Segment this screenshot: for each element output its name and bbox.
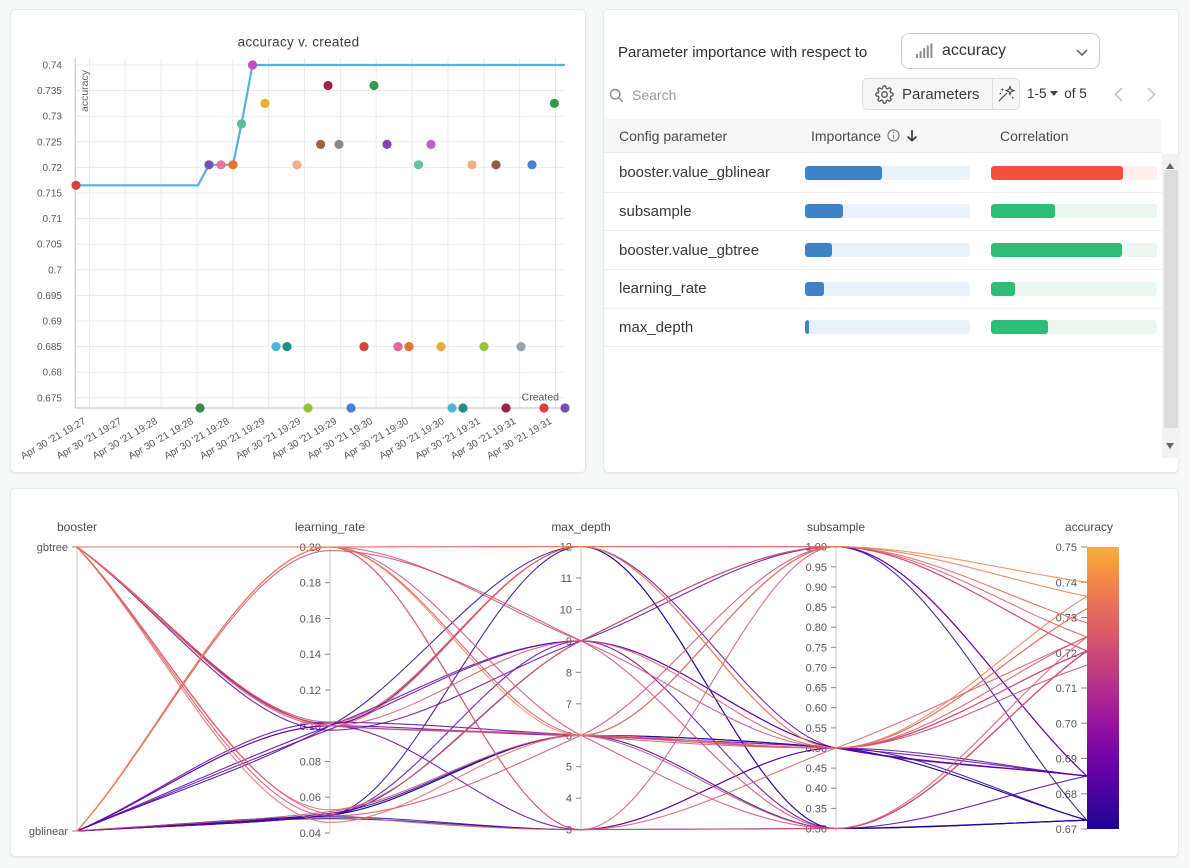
svg-text:0.16: 0.16 — [300, 614, 321, 626]
svg-text:gbtree: gbtree — [37, 542, 68, 554]
svg-text:10: 10 — [560, 604, 572, 616]
svg-text:0.55: 0.55 — [806, 723, 827, 735]
svg-text:accuracy: accuracy — [79, 69, 91, 112]
svg-text:0.40: 0.40 — [806, 783, 827, 795]
svg-text:subsample: subsample — [807, 520, 865, 534]
svg-text:0.685: 0.685 — [37, 342, 62, 353]
svg-text:0.70: 0.70 — [806, 663, 827, 675]
svg-text:max_depth: max_depth — [551, 520, 610, 534]
svg-text:0.715: 0.715 — [37, 189, 62, 200]
svg-text:5: 5 — [566, 762, 572, 774]
svg-text:8: 8 — [566, 667, 572, 679]
svg-text:0.69: 0.69 — [43, 317, 63, 328]
svg-text:0.35: 0.35 — [806, 803, 827, 815]
svg-text:0.20: 0.20 — [300, 542, 321, 554]
svg-text:0.85: 0.85 — [806, 602, 827, 614]
svg-text:7: 7 — [566, 699, 572, 711]
svg-text:11: 11 — [561, 573, 572, 585]
svg-text:0.73: 0.73 — [43, 112, 63, 123]
svg-text:0.04: 0.04 — [300, 828, 321, 840]
svg-text:booster: booster — [57, 520, 97, 534]
svg-text:gblinear: gblinear — [29, 826, 68, 838]
svg-text:4: 4 — [566, 793, 572, 805]
svg-text:0.71: 0.71 — [1056, 683, 1077, 695]
svg-text:0.65: 0.65 — [806, 683, 827, 695]
svg-text:0.72: 0.72 — [43, 163, 63, 174]
svg-text:0.73: 0.73 — [1056, 613, 1077, 625]
svg-text:0.70: 0.70 — [1056, 718, 1077, 730]
svg-text:accuracy: accuracy — [1065, 520, 1113, 534]
svg-text:0.705: 0.705 — [37, 240, 62, 251]
svg-text:0.12: 0.12 — [300, 685, 321, 697]
svg-text:0.45: 0.45 — [806, 763, 827, 775]
svg-text:0.74: 0.74 — [43, 61, 63, 72]
svg-text:0.60: 0.60 — [806, 703, 827, 715]
svg-text:0.80: 0.80 — [806, 622, 827, 634]
svg-text:learning_rate: learning_rate — [295, 520, 365, 534]
svg-text:Apr 30 '21 19:31: Apr 30 '21 19:31 — [485, 416, 554, 462]
svg-text:0.14: 0.14 — [300, 649, 321, 661]
svg-text:3: 3 — [566, 825, 572, 837]
svg-text:accuracy v. created: accuracy v. created — [238, 35, 360, 50]
svg-text:0.95: 0.95 — [806, 562, 827, 574]
svg-text:0.7: 0.7 — [48, 265, 62, 276]
svg-text:0.75: 0.75 — [806, 642, 827, 654]
svg-text:0.68: 0.68 — [43, 368, 63, 379]
svg-text:0.675: 0.675 — [37, 393, 62, 404]
svg-text:0.90: 0.90 — [806, 582, 827, 594]
svg-text:0.06: 0.06 — [300, 792, 321, 804]
svg-text:0.67: 0.67 — [1056, 824, 1077, 836]
svg-text:0.695: 0.695 — [37, 291, 62, 302]
svg-text:0.68: 0.68 — [1056, 789, 1077, 801]
svg-text:0.725: 0.725 — [37, 137, 62, 148]
svg-text:0.08: 0.08 — [300, 757, 321, 769]
svg-text:Created: Created — [522, 392, 560, 404]
svg-text:0.71: 0.71 — [43, 214, 63, 225]
svg-text:0.18: 0.18 — [300, 578, 321, 590]
svg-text:0.69: 0.69 — [1056, 754, 1077, 766]
svg-text:0.75: 0.75 — [1056, 542, 1077, 554]
svg-text:0.735: 0.735 — [37, 86, 62, 97]
